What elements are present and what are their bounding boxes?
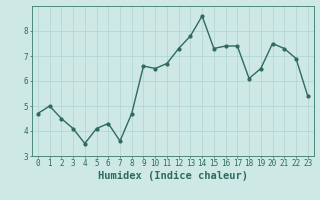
X-axis label: Humidex (Indice chaleur): Humidex (Indice chaleur) bbox=[98, 171, 248, 181]
